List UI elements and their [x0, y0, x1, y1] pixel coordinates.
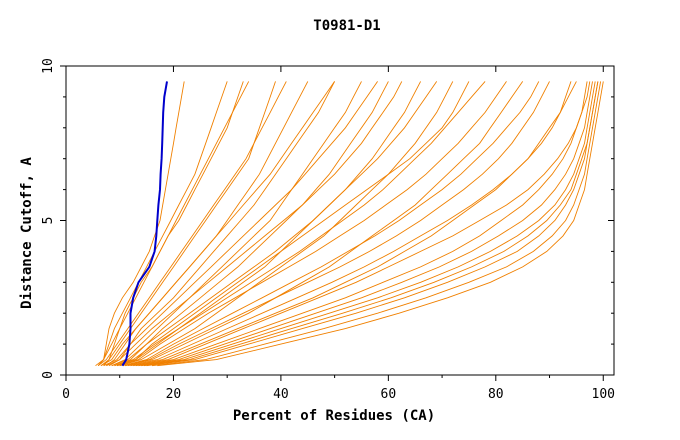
series-line-15	[151, 81, 602, 367]
series-line-24	[100, 81, 335, 367]
series-line-6	[111, 81, 362, 367]
series-line-20	[114, 81, 486, 367]
y-axis-label: Distance Cutoff, A	[19, 157, 35, 309]
series-line-28	[119, 81, 507, 367]
x-tick-label-80: 80	[488, 387, 504, 402]
series-line-30	[116, 81, 470, 367]
series-line-23	[103, 81, 378, 367]
y-tick-label-0: 0	[41, 371, 56, 379]
series-line-32	[138, 81, 593, 367]
series-line-16	[157, 81, 604, 367]
series-line-13	[141, 81, 596, 367]
series-line-5	[108, 81, 335, 367]
x-tick-label-20: 20	[166, 387, 182, 402]
series-line-7	[114, 81, 389, 367]
series-line-31	[143, 81, 599, 367]
series-line-10	[125, 81, 524, 367]
series-line-26	[95, 81, 250, 367]
series-line-18	[127, 81, 577, 367]
highlight-series-line	[121, 81, 168, 367]
series-line-4	[106, 81, 309, 367]
x-tick-label-40: 40	[273, 387, 289, 402]
series-line-21	[111, 81, 438, 367]
series-layer	[95, 81, 604, 367]
x-tick-label-100: 100	[592, 387, 615, 402]
series-line-22	[106, 81, 403, 367]
series-line-29	[124, 81, 550, 367]
y-tick-label-10: 10	[41, 58, 56, 74]
series-line-19	[122, 81, 540, 367]
series-line-3	[100, 81, 276, 367]
series-line-11	[130, 81, 572, 367]
y-tick-label-5: 5	[41, 217, 56, 225]
axes-layer: 0 20 40 60 80 100 0 5 10	[41, 58, 615, 402]
series-line-27	[97, 81, 228, 366]
x-tick-label-60: 60	[381, 387, 397, 402]
series-line-17	[133, 81, 591, 367]
highlight-layer	[121, 81, 168, 367]
x-tick-label-0: 0	[62, 387, 70, 402]
x-axis-label: Percent of Residues (CA)	[233, 408, 435, 424]
chart-title: T0981-D1	[313, 18, 380, 34]
